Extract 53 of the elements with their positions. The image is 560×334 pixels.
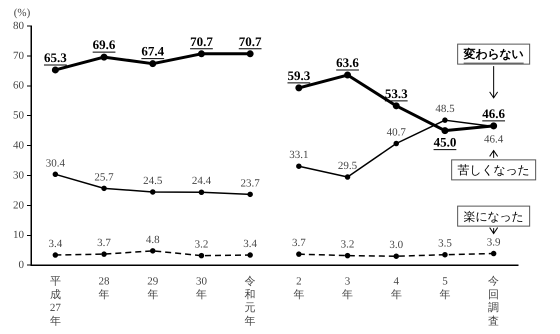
data-label: 30.4	[46, 157, 66, 170]
y-tick-label: 70	[13, 50, 24, 62]
data-label: 46.4	[484, 133, 504, 146]
text: 変わらない	[462, 47, 524, 62]
y-tick-label: 0	[18, 259, 24, 272]
x-tick-label: 3年	[342, 276, 354, 301]
data-label: 3.5	[438, 238, 452, 250]
data-label: 63.6	[336, 55, 360, 70]
data-label: 3.7	[292, 237, 306, 250]
data-label: 33.1	[289, 149, 308, 162]
data-label: 48.5	[435, 103, 456, 116]
x-tick-label: 5年	[439, 276, 450, 301]
data-label: 3.0	[389, 239, 404, 252]
data-label: 45.0	[434, 134, 456, 150]
x-tick-label: 30年	[196, 276, 208, 301]
data-label: 23.7	[240, 177, 260, 190]
y-axis-title: (%)	[14, 7, 31, 19]
data-label: 46.6	[482, 106, 506, 121]
data-label: 70.7	[190, 34, 214, 49]
data-label: 3.4	[48, 238, 63, 250]
y-tick-label: 20	[13, 199, 24, 212]
y-tick-label: 10	[13, 229, 24, 242]
data-label: 67.4	[141, 44, 165, 59]
data-label: 29.5	[338, 160, 358, 172]
data-label: 3.2	[340, 238, 354, 251]
y-tick-label: 30	[13, 169, 24, 182]
data-label: 3.9	[486, 236, 502, 249]
data-label: 70.7	[238, 34, 262, 49]
x-tick-label: 4年	[390, 276, 402, 301]
y-tick-label: 60	[13, 80, 24, 92]
text: 楽になった	[464, 209, 524, 224]
x-tick-label: 29年	[147, 276, 159, 301]
data-label: 24.4	[192, 175, 212, 188]
y-tick-label: 80	[13, 20, 24, 32]
data-label: 53.3	[384, 86, 408, 101]
data-label: 24.5	[143, 174, 163, 187]
data-label: 4.8	[146, 234, 160, 246]
data-label: 3.7	[97, 237, 112, 250]
data-label: 59.3	[287, 68, 311, 83]
data-label: 3.2	[194, 238, 208, 251]
legend-label: 苦しくなった	[458, 162, 530, 177]
x-tick-label: 今回調査	[488, 276, 500, 328]
y-tick-label: 50	[13, 110, 24, 122]
data-label: 3.4	[243, 238, 258, 250]
x-tick-label: 令和元年	[244, 276, 256, 328]
data-label: 65.3	[44, 50, 68, 65]
y-tick-label: 40	[13, 139, 24, 152]
data-label: 25.7	[94, 171, 114, 184]
x-tick-label: 28年	[98, 276, 110, 301]
data-label: 69.6	[92, 37, 116, 52]
x-tick-label: 平成27年	[50, 276, 62, 328]
data-label: 40.7	[386, 126, 406, 139]
x-tick-label: 2年	[293, 276, 304, 301]
